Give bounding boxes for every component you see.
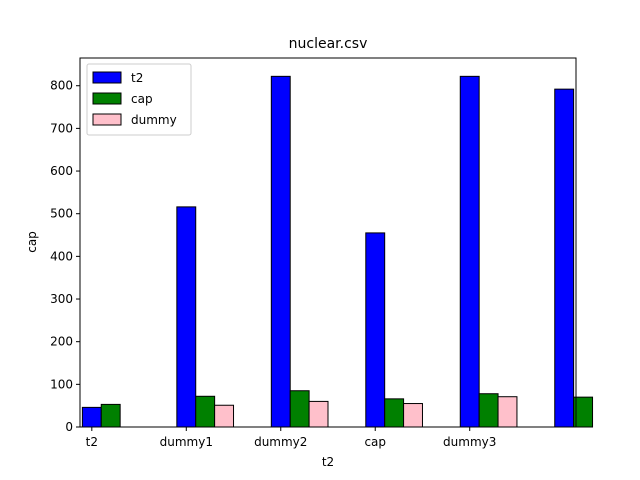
legend-label-dummy: dummy	[131, 113, 177, 127]
bar-t2-5	[554, 88, 575, 428]
plot-frame	[79, 57, 577, 428]
bar-dummy-3	[403, 403, 423, 428]
bar-cap-5	[573, 396, 594, 428]
y-axis-label: cap	[25, 231, 39, 253]
y-tick-label: 600	[50, 164, 73, 178]
y-tick-label: 800	[50, 79, 73, 93]
bars-layer	[81, 75, 594, 428]
y-tick-label: 400	[50, 249, 73, 263]
bar-dummy-2	[308, 400, 329, 428]
y-tick-label: 200	[50, 335, 73, 349]
bar-t2-0	[81, 406, 102, 428]
bar-cap-2	[289, 390, 310, 428]
x-axis: t2 dummy1 dummy2 cap dummy3	[86, 427, 496, 449]
bar-dummy-4	[497, 396, 518, 428]
x-tick-label: cap	[364, 435, 386, 449]
y-tick-label: 100	[50, 377, 73, 391]
legend: t2 cap dummy	[86, 63, 192, 136]
bar-dummy-1	[214, 404, 235, 428]
bar-cap-4	[478, 393, 499, 428]
y-tick-label: 700	[50, 121, 73, 135]
x-tick-label: dummy3	[443, 435, 496, 449]
legend-swatch-t2	[92, 71, 122, 84]
bar-t2-4	[459, 75, 480, 428]
x-tick-label: dummy1	[160, 435, 213, 449]
bar-t2-1	[176, 206, 197, 428]
legend-swatch-dummy	[92, 113, 122, 126]
bar-cap-3	[384, 398, 405, 428]
x-tick-label: t2	[86, 435, 98, 449]
bar-t2-3	[365, 232, 386, 428]
legend-swatch-cap	[92, 92, 122, 105]
y-tick-label: 500	[50, 207, 73, 221]
x-axis-label: t2	[322, 455, 334, 469]
y-tick-label: 0	[65, 420, 73, 434]
bar-cap-0	[100, 403, 121, 428]
legend-label-t2: t2	[131, 71, 143, 85]
y-axis: 0 100 200 300 400 500 600 700 800	[50, 79, 80, 434]
x-tick-label: dummy2	[254, 435, 307, 449]
bar-t2-2	[270, 75, 291, 428]
chart-title: nuclear.csv	[289, 36, 368, 52]
y-tick-label: 300	[50, 292, 73, 306]
legend-label-cap: cap	[131, 92, 153, 106]
bar-cap-1	[195, 395, 216, 428]
